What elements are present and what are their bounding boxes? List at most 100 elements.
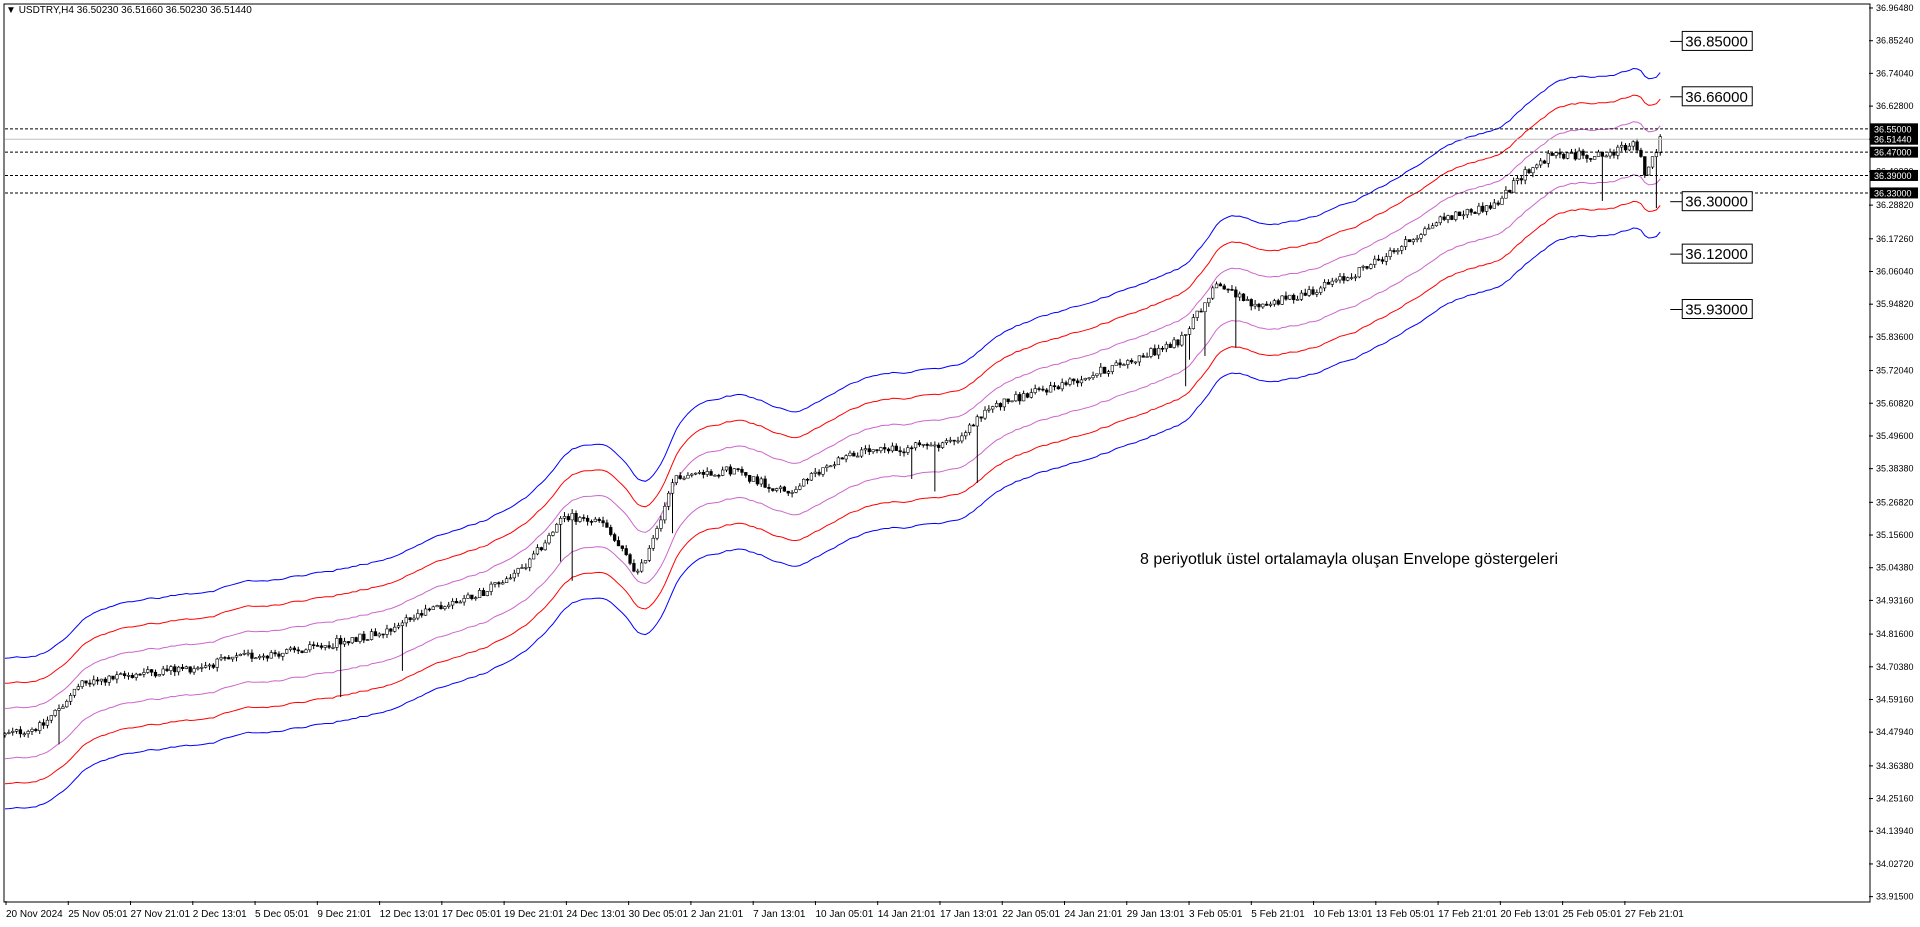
candle-body — [408, 617, 412, 620]
candle-body — [230, 656, 235, 660]
candle — [458, 600, 462, 604]
x-tick-label: 20 Feb 13:01 — [1500, 909, 1559, 920]
candle — [639, 559, 644, 573]
candle-body — [948, 439, 952, 442]
candle-body — [1623, 144, 1628, 151]
candle-body — [1554, 152, 1558, 156]
candle — [721, 466, 725, 477]
candle-body — [894, 445, 898, 451]
candle — [1589, 157, 1593, 163]
candle — [1465, 208, 1469, 219]
candle — [528, 557, 532, 572]
candle-body — [1438, 216, 1442, 224]
candle — [1272, 298, 1277, 307]
candle — [813, 467, 817, 478]
candle — [693, 472, 698, 476]
candle — [1438, 215, 1442, 226]
candle — [146, 666, 150, 674]
candle — [1504, 186, 1508, 199]
candle — [504, 576, 509, 583]
candle — [1021, 390, 1026, 402]
candle-body — [1496, 202, 1500, 205]
candle — [1102, 366, 1107, 374]
candle — [898, 446, 902, 457]
candle — [493, 582, 497, 588]
candle-body — [794, 489, 798, 493]
candle — [994, 400, 999, 408]
candle — [149, 668, 154, 677]
candle — [14, 728, 19, 734]
candle-body — [1450, 215, 1454, 220]
price-axis[interactable]: 36.96480 36.85240 36.74040 36.62800 36.51440… — [1869, 3, 1918, 902]
candle — [1461, 210, 1466, 220]
candle — [1052, 382, 1057, 391]
x-tick-label: 13 Feb 05:01 — [1376, 909, 1435, 920]
candle-body — [1581, 150, 1585, 156]
candle-body — [1303, 292, 1307, 296]
candle-body — [805, 478, 810, 481]
candle — [1508, 189, 1512, 193]
candle-body — [1295, 299, 1300, 301]
candle-body — [1184, 334, 1188, 336]
x-tick-label: 10 Jan 05:01 — [815, 909, 873, 920]
candle-body — [122, 673, 127, 677]
candle — [161, 665, 165, 677]
candle-body — [1052, 385, 1057, 388]
candle-body — [543, 542, 547, 551]
candle — [1349, 273, 1354, 281]
candle-body — [1199, 310, 1203, 313]
candle-body — [1658, 136, 1662, 154]
candle-body — [304, 649, 308, 653]
candle — [477, 588, 482, 599]
candle-body — [886, 448, 891, 452]
candle-body — [636, 570, 640, 573]
candle-body — [809, 473, 814, 481]
candle-body — [697, 472, 702, 474]
dropdown-triangle-icon[interactable]: ▼ — [6, 5, 16, 16]
candle — [616, 536, 621, 547]
candle — [342, 637, 347, 647]
candle — [92, 675, 96, 687]
time-axis[interactable]: 20 Nov 2024 25 Nov 05:01 27 Nov 21:01 2 Dec… — [5, 901, 1684, 920]
candle — [443, 605, 447, 611]
candle — [717, 473, 721, 479]
candle — [381, 633, 385, 639]
candle — [49, 715, 53, 724]
candle-body — [964, 432, 968, 437]
candle-body — [748, 475, 752, 482]
candle — [991, 405, 995, 413]
candle — [1650, 156, 1655, 170]
candle-body — [975, 416, 979, 427]
candle-body — [373, 631, 378, 637]
candle — [1226, 288, 1230, 294]
candle-body — [709, 471, 713, 476]
candle-body — [493, 582, 497, 585]
candle — [1145, 352, 1149, 358]
candle-body — [790, 492, 794, 494]
candle-body — [1565, 152, 1570, 159]
candle — [288, 646, 293, 652]
candle-body — [454, 600, 459, 604]
y-tick-label: 36.62800 — [1876, 101, 1914, 111]
candle — [964, 430, 968, 440]
candle — [1477, 202, 1481, 216]
candle-body — [385, 628, 389, 635]
candle-body — [1176, 339, 1180, 346]
candle-body — [1392, 250, 1396, 253]
candle — [1454, 211, 1458, 222]
candle — [782, 485, 787, 492]
candle-body — [103, 678, 107, 683]
candle-body — [470, 594, 474, 599]
candle — [1253, 299, 1257, 310]
candle-body — [875, 449, 879, 452]
candle — [539, 546, 543, 552]
candle — [327, 641, 331, 650]
candle — [1538, 158, 1543, 168]
candle-body — [1010, 400, 1014, 403]
candle-body — [285, 649, 289, 654]
y-tick-label: 33.91500 — [1876, 892, 1914, 902]
candle-body — [570, 513, 574, 521]
candle — [1045, 388, 1049, 396]
candle-body — [1284, 295, 1288, 300]
